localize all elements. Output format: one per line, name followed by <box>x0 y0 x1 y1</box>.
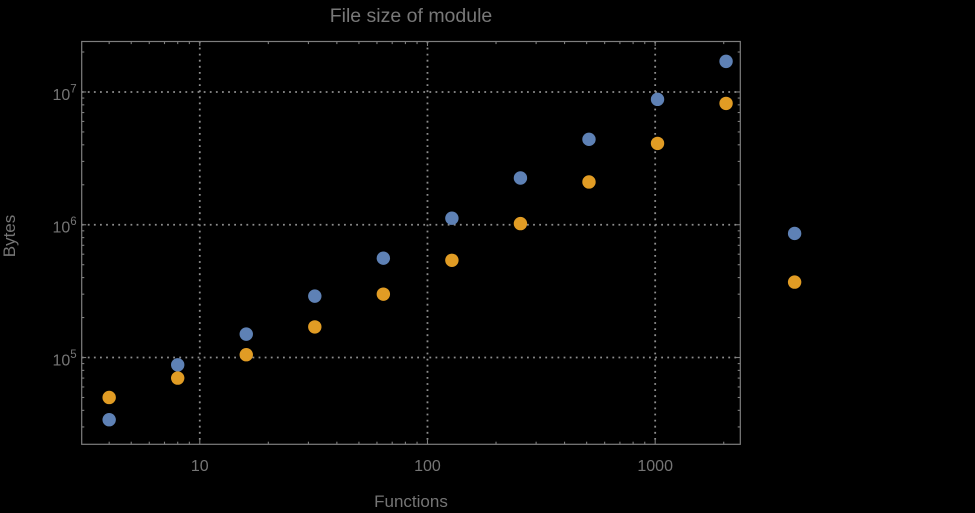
plot-area: 10 100 1000 105 106 107 <box>52 40 802 475</box>
x-tick-label: 1000 <box>637 458 673 475</box>
x-axis-label: Functions <box>374 492 448 511</box>
data-point <box>308 320 322 334</box>
data-point <box>102 413 116 427</box>
data-point <box>650 92 665 107</box>
data-point <box>582 175 596 189</box>
data-point <box>582 132 596 147</box>
data-point <box>719 54 733 69</box>
data-point <box>513 171 528 185</box>
data-point <box>239 327 253 341</box>
y-axis-label: Bytes <box>0 215 19 258</box>
tick-marks <box>81 41 741 445</box>
data-point <box>445 253 459 267</box>
data-point <box>719 96 733 111</box>
y-tick-labels: 105 106 107 <box>52 83 76 369</box>
data-point <box>239 348 253 362</box>
series-series-1-blue <box>102 54 802 427</box>
plot-frame <box>81 40 741 445</box>
data-point <box>376 287 391 301</box>
data-point <box>650 136 665 151</box>
x-tick-labels: 10 100 1000 <box>191 458 673 475</box>
data-point <box>376 251 391 265</box>
y-tick-label: 107 <box>52 83 76 104</box>
data-point <box>308 289 322 303</box>
data-point <box>445 211 459 225</box>
data-point <box>102 390 116 405</box>
data-point <box>787 226 802 241</box>
gridlines <box>81 41 741 445</box>
x-tick-label: 100 <box>414 458 441 475</box>
data-point <box>171 358 185 372</box>
chart-title: File size of module <box>330 5 493 27</box>
data-point <box>171 371 185 385</box>
series-series-2-orange <box>102 96 802 405</box>
x-tick-label: 10 <box>191 458 209 475</box>
y-tick-label: 105 <box>52 349 76 370</box>
y-tick-label: 106 <box>52 216 76 237</box>
data-point <box>787 275 802 289</box>
data-point <box>513 216 528 231</box>
